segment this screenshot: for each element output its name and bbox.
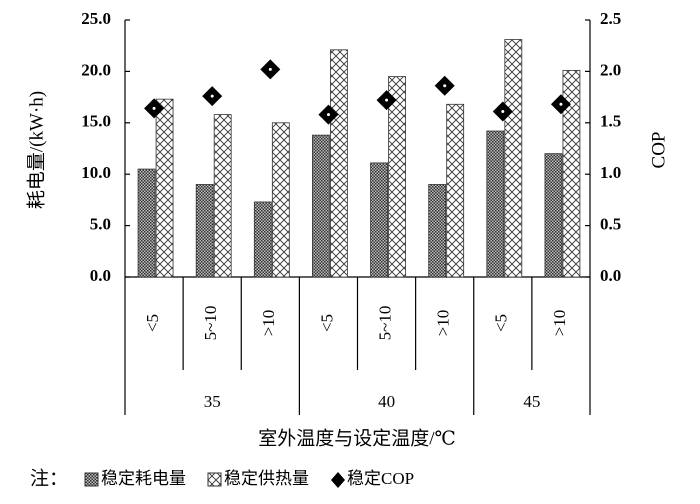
y2-tick-label: 0.0 [600, 266, 621, 285]
x-tick-label: 5~10 [201, 306, 220, 341]
x-axis-title: 室外温度与设定温度/℃ [258, 427, 456, 449]
y2-tick-label: 1.0 [600, 163, 621, 182]
x-tick-label: <5 [143, 314, 162, 332]
cop-marker-dot [326, 113, 330, 117]
x-tick-label: >10 [434, 310, 453, 337]
group-label: 45 [523, 392, 540, 411]
bar [544, 153, 563, 278]
bar [486, 130, 505, 278]
legend-prefix: 注： [30, 467, 68, 489]
bar [137, 168, 156, 278]
bar [388, 76, 406, 278]
legend-swatch [84, 472, 99, 487]
x-tick-label: >10 [550, 310, 569, 337]
y-tick-label: 10.0 [81, 163, 111, 182]
y-tick-label: 15.0 [81, 112, 111, 131]
cop-marker-dot [559, 102, 563, 106]
y-tick-label: 0.0 [90, 266, 111, 285]
cop-marker-dot [385, 98, 389, 102]
y-tick-label: 25.0 [81, 9, 111, 28]
bar [271, 122, 290, 278]
legend-label: 稳定耗电量 [101, 469, 186, 488]
legend-label: 稳定供热量 [224, 469, 309, 488]
y-tick-label: 5.0 [90, 215, 111, 234]
cop-marker-dot [152, 106, 156, 110]
cop-marker-dot [268, 67, 272, 71]
x-tick-label: >10 [259, 310, 278, 337]
y2-tick-label: 2.5 [600, 9, 621, 28]
cop-marker-dot [501, 109, 505, 113]
y2-tick-label: 2.0 [600, 60, 621, 79]
bar [312, 134, 330, 278]
bar [195, 184, 214, 278]
y-tick-label: 20.0 [81, 60, 111, 79]
group-label: 40 [378, 392, 395, 411]
bar [428, 184, 447, 278]
bar [370, 162, 388, 278]
y2-tick-label: 1.5 [600, 112, 621, 131]
bar [253, 201, 272, 278]
cop-marker-dot [443, 84, 447, 88]
legend-label: 稳定COP [347, 469, 414, 488]
bar [213, 114, 232, 278]
bar [330, 49, 348, 278]
y2-axis-title: COP [648, 132, 669, 169]
bar [562, 69, 581, 278]
x-tick-label: <5 [492, 314, 511, 332]
y2-tick-label: 0.5 [600, 215, 621, 234]
cop-marker-dot [210, 94, 214, 98]
x-tick-label: <5 [317, 314, 336, 332]
bar [446, 103, 465, 278]
y-axis-title: 耗电量/(kW·h) [25, 91, 47, 209]
bar [155, 98, 174, 278]
legend-marker [331, 472, 345, 488]
bar [504, 39, 523, 278]
group-label: 35 [204, 392, 221, 411]
x-tick-label: 5~10 [375, 306, 394, 341]
legend-swatch [207, 472, 222, 487]
